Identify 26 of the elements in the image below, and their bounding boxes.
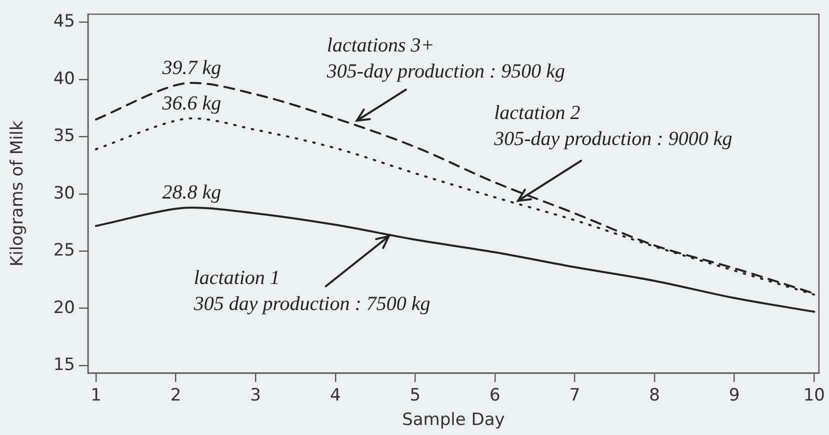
annotation: lactation 2 305-day production : 9000 kg — [493, 102, 732, 150]
x-tick-label: 2 — [170, 386, 182, 406]
x-tick-label: 5 — [410, 386, 421, 406]
y-tick-label: 20 — [53, 298, 75, 318]
x-tick-label: 7 — [569, 386, 580, 406]
y-tick-label: 45 — [53, 12, 75, 32]
y-tick-label: 40 — [53, 68, 75, 89]
annotation: 28.8 kg — [162, 182, 222, 204]
y-tick-label: 30 — [53, 183, 75, 204]
y-tick-label: 15 — [53, 354, 75, 375]
annotation: 36.6 kg — [161, 92, 222, 114]
x-tick-label: 10 — [803, 386, 825, 406]
x-tick-label: 8 — [649, 386, 660, 406]
x-tick-label: 3 — [250, 386, 261, 406]
annotation: lactation 1 305 day production : 7500 kg — [192, 267, 430, 316]
annotation: 39.7 kg — [161, 56, 222, 79]
x-tick-label: 6 — [490, 386, 500, 406]
annotation: lactations 3+ 305-day production : 9500 kg — [326, 34, 566, 83]
y-axis-title: Kilograms of Milk — [8, 120, 28, 266]
x-axis-title: Sample Day — [402, 410, 505, 430]
x-tick-label: 1 — [90, 386, 102, 406]
y-tick-label: 25 — [53, 240, 75, 261]
x-tick-label: 9 — [728, 386, 740, 406]
x-tick-label: 4 — [330, 386, 341, 406]
line-series — [94, 206, 816, 313]
y-tick-label: 35 — [53, 126, 75, 146]
